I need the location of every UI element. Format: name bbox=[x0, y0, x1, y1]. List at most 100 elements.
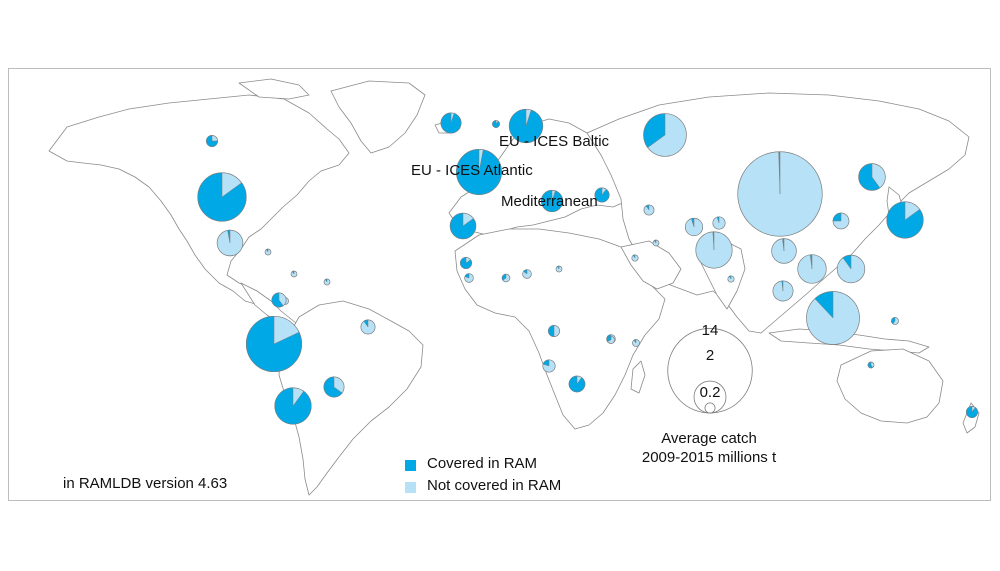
pie-covered-oman bbox=[653, 239, 657, 244]
pie-madagascar bbox=[632, 339, 640, 347]
pie-covered-korea bbox=[832, 212, 842, 222]
catch-pie-charts bbox=[197, 108, 978, 425]
pie-south-africa bbox=[568, 375, 586, 393]
pie-covered-indonesia bbox=[814, 291, 834, 319]
pie-faroe bbox=[492, 120, 500, 128]
pie-angola bbox=[547, 325, 560, 338]
pie-covered-mauritania bbox=[460, 257, 472, 269]
label-mediterranean: Mediterranean bbox=[501, 193, 598, 210]
pie-covered-png bbox=[891, 317, 896, 325]
pie-black-sea bbox=[594, 187, 610, 203]
pie-venezuela bbox=[323, 278, 331, 286]
pie-nicaragua bbox=[290, 270, 298, 278]
pie-covered-india bbox=[712, 231, 715, 251]
pie-philippines bbox=[836, 254, 866, 284]
pie-canada-west bbox=[206, 134, 219, 147]
label-eu-ices-baltic: EU - ICES Baltic bbox=[499, 133, 610, 150]
label-eu-ices-atlantic: EU - ICES Atlantic bbox=[411, 162, 533, 179]
world-map bbox=[48, 78, 980, 496]
size-legend-value-14: 14 bbox=[701, 322, 719, 339]
pie-covered-eu-ices-atlantic bbox=[456, 149, 502, 195]
pie-covered-greenland-iceland bbox=[440, 112, 462, 134]
pie-covered-mediterranean bbox=[541, 190, 563, 212]
pie-covered-faroe bbox=[492, 120, 500, 128]
pie-usa bbox=[197, 172, 247, 222]
pie-ecuador bbox=[271, 292, 287, 308]
pie-covered-egypt bbox=[645, 204, 650, 211]
pie-covered-madagascar bbox=[633, 339, 637, 344]
pie-west-africa-2 bbox=[555, 265, 563, 273]
pie-png bbox=[891, 317, 899, 325]
pie-greenland-iceland bbox=[440, 112, 462, 134]
covered-legend-label: Covered in RAM bbox=[427, 455, 538, 472]
pie-covered-russia-far-east bbox=[858, 163, 881, 191]
pie-covered-australia bbox=[867, 361, 874, 369]
size-legend-caption-line1: Average catch bbox=[661, 430, 757, 447]
arctic-islands bbox=[238, 78, 310, 100]
pie-covered-south-africa-west bbox=[542, 359, 550, 367]
pie-australia bbox=[867, 361, 875, 369]
pie-new-zealand bbox=[965, 406, 978, 419]
pie-mediterranean bbox=[540, 189, 564, 213]
pie-indonesia bbox=[806, 291, 860, 345]
pie-oman bbox=[652, 239, 660, 247]
pie-covered-ecuador bbox=[271, 292, 284, 308]
pie-norway bbox=[508, 108, 544, 144]
pie-russia bbox=[643, 113, 687, 157]
pie-vietnam bbox=[797, 254, 827, 284]
pie-covered-yemen bbox=[632, 254, 636, 259]
pie-covered-west-africa-2 bbox=[556, 265, 560, 270]
not-covered-swatch bbox=[405, 482, 416, 493]
pie-covered-chile bbox=[274, 387, 312, 425]
pie-argentina bbox=[323, 376, 345, 398]
size-legend-value-0-2: 0.2 bbox=[699, 384, 721, 401]
size-legend-circle-2 bbox=[704, 402, 716, 414]
pie-covered-bangladesh-myanmar bbox=[782, 238, 785, 252]
pie-sri-lanka bbox=[727, 275, 735, 283]
pie-covered-sri-lanka bbox=[728, 275, 732, 280]
pie-chile bbox=[274, 387, 312, 425]
pie-covered-thailand bbox=[781, 280, 784, 292]
pie-covered-peru bbox=[246, 316, 302, 372]
pie-covered-norway bbox=[508, 108, 543, 143]
pie-guatemala bbox=[264, 248, 272, 256]
madagascar bbox=[630, 360, 646, 394]
pie-covered-china bbox=[778, 151, 781, 195]
pie-covered-morocco bbox=[449, 212, 477, 240]
pie-covered-guatemala bbox=[265, 248, 269, 253]
pie-egypt bbox=[643, 204, 655, 216]
pie-covered-mexico bbox=[227, 229, 231, 244]
pie-china bbox=[737, 151, 823, 237]
size-legend-value-2: 2 bbox=[705, 347, 715, 364]
pie-india bbox=[695, 231, 733, 269]
pie-covered-venezuela bbox=[324, 278, 328, 283]
pie-covered-vietnam bbox=[809, 254, 813, 270]
pie-covered-senegal bbox=[464, 273, 470, 279]
size-legend-circles bbox=[667, 328, 753, 414]
pie-west-africa-1 bbox=[501, 273, 511, 283]
size-legend-caption-line2: 2009-2015 millions t bbox=[641, 449, 777, 466]
greenland-outline bbox=[330, 80, 426, 154]
database-version-note: in RAMLDB version 4.63 bbox=[63, 475, 228, 492]
pie-bangladesh-myanmar bbox=[771, 238, 797, 264]
pie-covered-black-sea bbox=[594, 187, 610, 203]
pie-covered-nicaragua bbox=[291, 270, 295, 275]
not-covered-legend-label: Not covered in RAM bbox=[427, 477, 562, 494]
pie-senegal bbox=[464, 273, 474, 283]
pie-covered-usa bbox=[197, 172, 247, 222]
pie-south-africa-west bbox=[542, 359, 556, 373]
australia-outline bbox=[836, 348, 944, 424]
pie-covered-philippines bbox=[842, 254, 852, 270]
pie-covered-brazil bbox=[363, 319, 369, 328]
pie-covered-iran bbox=[690, 217, 695, 228]
pie-japan bbox=[886, 201, 924, 239]
pie-covered-west-africa-1 bbox=[501, 273, 507, 281]
pie-covered-mozambique bbox=[607, 336, 612, 342]
pie-brazil bbox=[360, 319, 376, 335]
pie-morocco bbox=[449, 212, 477, 240]
pie-peru bbox=[245, 315, 303, 373]
covered-swatch bbox=[405, 460, 416, 471]
pie-yemen bbox=[631, 254, 639, 262]
pie-iran bbox=[684, 217, 704, 237]
pie-mexico bbox=[216, 229, 244, 257]
